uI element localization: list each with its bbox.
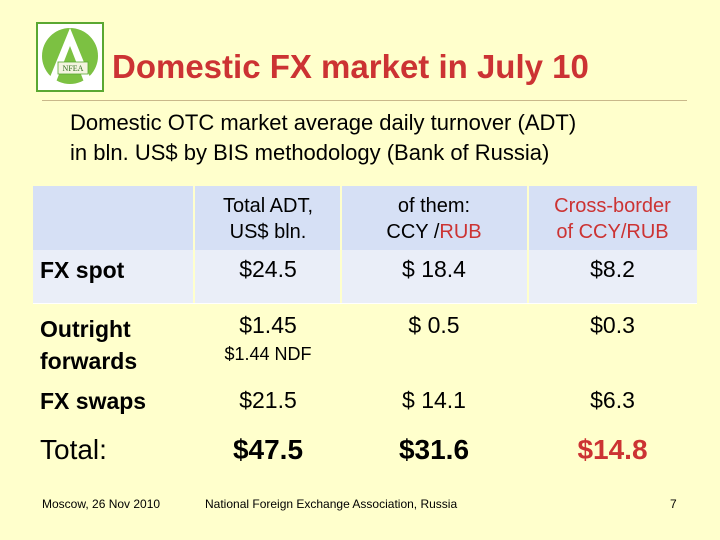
subtitle-line-2: in bln. US$ by BIS methodology (Bank of …: [70, 140, 550, 165]
forwards-cross: $0.3: [590, 312, 635, 338]
page-title: Domestic FX market in July 10: [112, 48, 589, 85]
svg-text:NFEA: NFEA: [63, 64, 84, 73]
subtitle-line-1: Domestic OTC market average daily turnov…: [70, 110, 577, 135]
footer-date: Moscow, 26 Nov 2010: [42, 497, 161, 511]
forwards-ndf-note: $1.44 NDF: [224, 344, 312, 364]
total-adt: $47.5: [232, 434, 304, 465]
row-label-fx-swaps: FX swaps: [40, 388, 147, 414]
header-cross-border: Cross-border of CCY/RUB: [554, 195, 671, 243]
total-ccy: $31.6: [398, 434, 470, 465]
header-ccy-rub: of them: CCY /RUB: [386, 195, 482, 243]
column-divider: [340, 186, 342, 303]
row-divider: [33, 303, 697, 304]
forwards-ccy: $ 0.5: [408, 312, 460, 338]
fx-spot-ccy: $ 18.4: [402, 256, 466, 282]
total-cross: $14.8: [577, 434, 648, 465]
fx-spot-total: $24.5: [239, 256, 297, 282]
nfea-logo: NFEA: [36, 22, 104, 92]
header-total-adt: Total ADT, US$ bln.: [222, 195, 314, 243]
table-header-band: [33, 186, 697, 250]
row-label-total: Total:: [40, 434, 107, 465]
fx-swaps-ccy: $ 14.1: [402, 387, 466, 413]
forwards-total: $1.45: [239, 312, 297, 338]
title-divider: [42, 100, 687, 101]
column-divider: [193, 186, 195, 303]
column-divider: [527, 186, 529, 303]
subtitle: Domestic OTC market average daily turnov…: [70, 108, 576, 168]
table-row-band-spot: [33, 250, 697, 303]
fx-swaps-cross: $6.3: [590, 387, 635, 413]
fx-spot-cross: $8.2: [590, 256, 635, 282]
row-label-fx-spot: FX spot: [40, 257, 125, 283]
footer-organization: National Foreign Exchange Association, R…: [205, 497, 458, 511]
fx-swaps-total: $21.5: [239, 387, 297, 413]
row-label-outright-forwards: Outright forwards: [40, 316, 138, 374]
page-number: 7: [670, 497, 677, 511]
